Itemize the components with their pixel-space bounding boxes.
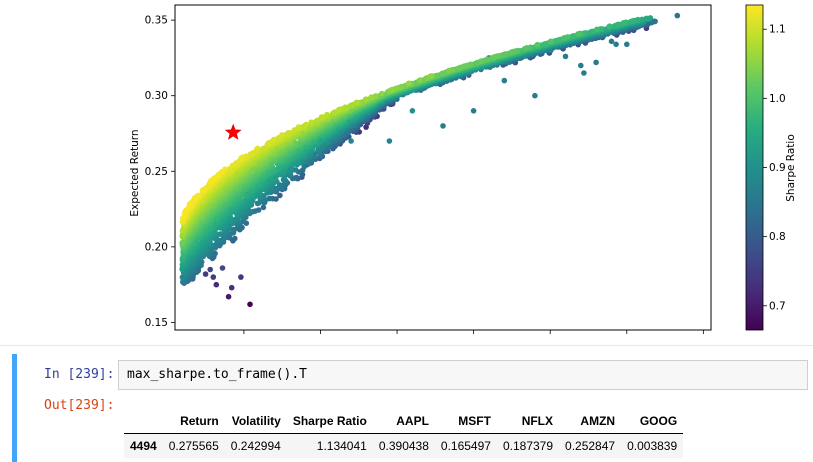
scatter-point <box>508 49 515 55</box>
scatter-point <box>606 23 613 30</box>
scatter-point <box>229 162 236 169</box>
scatter-point <box>562 53 569 60</box>
scatter-point <box>238 274 244 280</box>
scatter-point <box>417 77 424 83</box>
scatter-point <box>318 114 325 120</box>
scatter-point <box>202 271 209 277</box>
scatter-point <box>299 171 306 178</box>
y-tick-label: 0.30 <box>145 90 168 102</box>
scatter-points <box>179 12 681 308</box>
scatter-point <box>335 107 342 113</box>
scatter-point <box>629 18 636 24</box>
scatter-point <box>362 96 369 102</box>
scatter-point <box>613 41 619 48</box>
scatter-point <box>271 136 277 143</box>
scatter-point <box>593 59 599 66</box>
y-tick-label: 0.25 <box>145 166 168 178</box>
portfolio-scatter-chart: Expected Return 0.150.200.250.300.35 0.7… <box>129 4 797 334</box>
scatter-point <box>493 53 500 59</box>
scatter-point <box>247 301 253 308</box>
scatter-point <box>232 235 238 242</box>
scatter-point <box>588 28 595 35</box>
scatter-point <box>561 35 567 41</box>
scatter-point <box>470 108 477 114</box>
scatter-point <box>532 92 538 99</box>
scatter-point <box>254 145 261 152</box>
scatter-point <box>210 274 217 280</box>
scatter-point <box>575 31 581 37</box>
scatter-point <box>624 41 630 48</box>
scatter-point <box>238 155 244 161</box>
scatter-point <box>254 200 261 207</box>
scatter-point <box>317 153 324 159</box>
scatter-point <box>292 167 299 173</box>
scatter-point <box>446 67 452 74</box>
scatter-point <box>265 140 272 146</box>
scatter-point <box>295 124 302 130</box>
scatter-point <box>674 12 681 19</box>
scatter-point <box>277 192 283 199</box>
scatter-point <box>379 90 385 97</box>
scatter-point <box>213 281 220 288</box>
scatter-point <box>440 123 446 129</box>
scatter-point <box>620 20 627 26</box>
scatter-point <box>478 58 485 64</box>
scatter-point <box>581 70 587 76</box>
scatter-point <box>260 204 267 211</box>
y-tick-label: 0.20 <box>145 241 168 253</box>
scatter-point <box>207 266 213 273</box>
scatter-point <box>225 293 232 300</box>
scatter-point <box>303 121 309 128</box>
scatter-point <box>570 33 576 39</box>
y-axis-ticks: 0.15 0.20 0.25 0.30 0.35 <box>145 15 175 329</box>
scatter-point <box>439 70 446 77</box>
scatter-point <box>614 21 621 28</box>
scatter-point <box>578 62 584 69</box>
scatter-point <box>348 138 354 144</box>
y-tick-label: 0.35 <box>145 15 168 27</box>
scatter-point <box>502 51 509 57</box>
scatter-point <box>409 108 416 114</box>
scatter-point <box>651 18 657 25</box>
scatter-point <box>406 80 412 87</box>
scatter-point <box>279 132 285 138</box>
scatter-point <box>353 99 360 106</box>
y-axis-label: Expected Return <box>129 129 141 216</box>
scatter-point <box>219 265 226 271</box>
scatter-point <box>501 77 508 84</box>
scatter-point <box>260 145 267 152</box>
scatter-point <box>461 63 467 70</box>
scatter-point <box>285 129 292 136</box>
scatter-point <box>608 38 615 45</box>
scatter-point <box>534 41 541 48</box>
scatter-point <box>484 56 491 62</box>
scatter-point <box>389 86 396 93</box>
scatter-point <box>324 111 330 118</box>
scatter-point <box>386 138 393 144</box>
scatter-point <box>228 284 235 291</box>
scatter-point <box>594 26 600 33</box>
scatter-point <box>427 73 434 80</box>
scatter-point <box>308 119 315 125</box>
scatter-point <box>635 16 641 23</box>
y-tick-label: 0.15 <box>145 317 168 329</box>
scatter-point <box>524 45 530 51</box>
scatter-point <box>368 94 375 100</box>
scatter-point <box>548 38 554 45</box>
scatter-point <box>217 231 223 237</box>
